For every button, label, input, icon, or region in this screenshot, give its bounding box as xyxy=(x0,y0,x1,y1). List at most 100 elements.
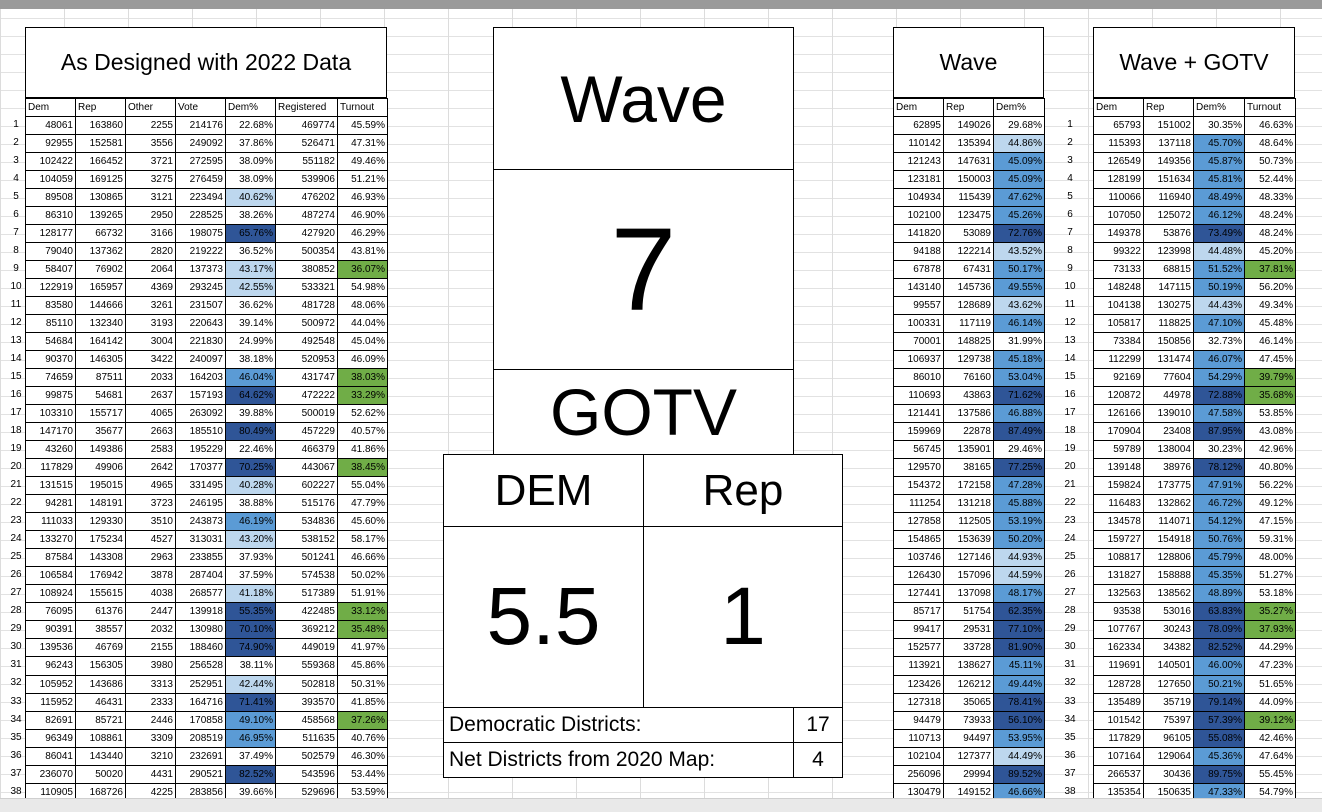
gotv-title: Wave + GOTV xyxy=(1119,49,1269,75)
table-cell: 53876 xyxy=(1143,224,1194,244)
table-cell: 43.17% xyxy=(225,260,276,280)
table-cell: 246195 xyxy=(175,494,226,514)
table-row: 115952 46431 2333 164716 71.41% 393570 41.85% xyxy=(25,692,388,712)
table-cell: 44.09% xyxy=(1244,692,1296,712)
table-cell: 132563 xyxy=(1093,584,1144,604)
table-cell: 143686 xyxy=(75,674,126,694)
table-row: 135489 35719 79.14% 44.09% xyxy=(1093,692,1296,712)
table-cell: 130275 xyxy=(1143,296,1194,316)
table-row: 102100 123475 45.26% xyxy=(893,206,1045,226)
row-number: 3 xyxy=(13,155,19,167)
table-row: 120872 44978 72.88% 35.68% xyxy=(1093,386,1296,406)
table-row: 111033 129330 3510 243873 46.19% 534836 45.60% xyxy=(25,512,388,532)
table-cell: 47.91% xyxy=(1193,476,1245,496)
table-cell: 44.93% xyxy=(993,548,1045,568)
table-row: 106937 129738 45.18% xyxy=(893,350,1045,370)
table-row: 76095 61376 2447 139918 55.35% 422485 33.12% xyxy=(25,602,388,622)
table-cell: 46.00% xyxy=(1193,656,1245,676)
table-cell: 125072 xyxy=(1143,206,1194,226)
table-cell: 272595 xyxy=(175,152,226,172)
rep-header: Rep xyxy=(702,465,784,515)
table-cell: 115952 xyxy=(25,692,76,712)
table-row: 131515 195015 4965 331495 40.28% 602227 55.04% xyxy=(25,476,388,496)
table-row: 154865 153639 50.20% xyxy=(893,530,1045,550)
table-cell: 47.23% xyxy=(1244,656,1296,676)
dem-header-box: DEM xyxy=(443,454,644,527)
table-row: 94281 148191 3723 246195 38.88% 515176 47.79% xyxy=(25,494,388,514)
row-number: 20 xyxy=(10,461,22,473)
table-cell: 287404 xyxy=(175,566,226,586)
table-cell: 53.18% xyxy=(1244,584,1296,604)
table-cell: 129330 xyxy=(75,512,126,532)
table-row: 103310 155717 4065 263092 39.88% 500019 52.62% xyxy=(25,404,388,424)
table-cell: 48.64% xyxy=(1244,134,1296,154)
table-cell: 44.48% xyxy=(1193,242,1245,262)
table-cell: 129570 xyxy=(893,458,944,478)
table-cell: 45.04% xyxy=(337,332,388,352)
table-cell: 42.55% xyxy=(225,278,276,298)
table-cell: 135901 xyxy=(943,440,994,460)
table-cell: 157096 xyxy=(943,566,994,586)
table-cell: 96349 xyxy=(25,728,76,748)
left-title: As Designed with 2022 Data xyxy=(60,49,352,75)
row-number: 7 xyxy=(1067,227,1073,239)
table-cell: 126212 xyxy=(943,674,994,694)
row-number: 27 xyxy=(10,587,22,599)
table-cell: 29531 xyxy=(943,620,994,640)
table-cell: 23408 xyxy=(1143,422,1194,442)
table-cell: 164203 xyxy=(175,368,226,388)
table-cell: 164716 xyxy=(175,692,226,712)
table-cell: 46769 xyxy=(75,638,126,658)
table-cell: 127377 xyxy=(943,746,994,766)
table-cell: 54681 xyxy=(75,386,126,406)
table-cell: 266537 xyxy=(1093,764,1144,784)
table-cell: 2333 xyxy=(125,692,176,712)
window-top-bar xyxy=(0,0,1322,9)
table-cell: 243873 xyxy=(175,512,226,532)
table-cell: 57.39% xyxy=(1193,710,1245,730)
table-cell: 126166 xyxy=(1093,404,1144,424)
table-cell: 3261 xyxy=(125,296,176,316)
table-row: 104059 169125 3275 276459 38.09% 539906 51.21% xyxy=(25,170,388,190)
table-cell: 219222 xyxy=(175,242,226,262)
row-number: 34 xyxy=(10,713,22,725)
table-cell: 195015 xyxy=(75,476,126,496)
table-cell: 131515 xyxy=(25,476,76,496)
table-cell: 53.19% xyxy=(993,512,1045,532)
table-cell: 4369 xyxy=(125,278,176,298)
table-cell: 55.04% xyxy=(337,476,388,496)
table-cell: 46.63% xyxy=(1244,116,1296,136)
table-cell: 3721 xyxy=(125,152,176,172)
table-cell: 151634 xyxy=(1143,170,1194,190)
table-row: 104138 130275 44.43% 49.34% xyxy=(1093,296,1296,316)
table-cell: 54.98% xyxy=(337,278,388,298)
row-number: 22 xyxy=(10,497,22,509)
table-cell: 249092 xyxy=(175,134,226,154)
table-cell: 73133 xyxy=(1093,260,1144,280)
table-cell: 108817 xyxy=(1093,548,1144,568)
table-row: 139148 38976 78.12% 40.80% xyxy=(1093,458,1296,478)
table-cell: 2447 xyxy=(125,602,176,622)
table-cell: 141820 xyxy=(893,224,944,244)
row-number: 32 xyxy=(10,677,22,689)
table-cell: 106937 xyxy=(893,350,944,370)
table-cell: 79040 xyxy=(25,242,76,262)
table-cell: 55.08% xyxy=(1193,728,1245,748)
table-cell: 64.62% xyxy=(225,386,276,406)
dem-header: DEM xyxy=(494,465,593,515)
table-cell: 449019 xyxy=(275,638,338,658)
table-cell: 39.79% xyxy=(1244,368,1296,388)
row-number: 2 xyxy=(1067,137,1073,149)
table-cell: 188460 xyxy=(175,638,226,658)
table-cell: 46.90% xyxy=(337,206,388,226)
table-cell: 380852 xyxy=(275,260,338,280)
table-cell: 36.52% xyxy=(225,242,276,262)
table-cell: 173775 xyxy=(1143,476,1194,496)
table-cell: 49.46% xyxy=(337,152,388,172)
table-cell: 29.68% xyxy=(993,116,1045,136)
table-cell: 67878 xyxy=(893,260,944,280)
table-cell: 47.62% xyxy=(993,188,1045,208)
table-row: 126430 157096 44.59% xyxy=(893,566,1045,586)
column-header: Turnout xyxy=(337,97,388,118)
table-cell: 30243 xyxy=(1143,620,1194,640)
